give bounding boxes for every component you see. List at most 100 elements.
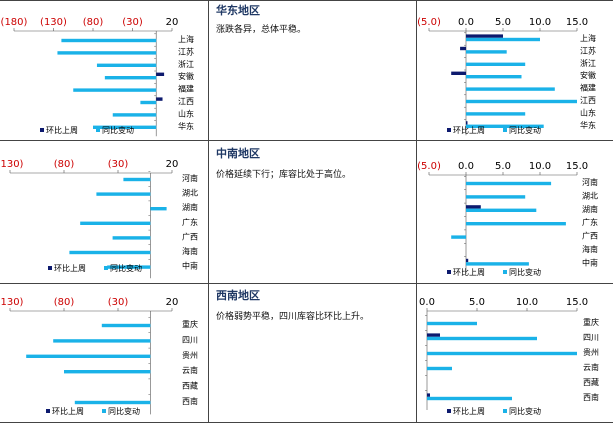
legend-label-yoy: 同比变动 (509, 406, 541, 416)
bar-wow (466, 121, 468, 125)
bar-wow (466, 34, 503, 38)
x-tick-label: 15.0 (566, 17, 588, 28)
category-label: 安徽 (178, 71, 194, 81)
bar-yoy (466, 62, 526, 66)
category-label: 广西 (582, 231, 598, 241)
legend-label-wow: 环比上周 (54, 263, 86, 273)
category-label: 湖北 (582, 191, 598, 200)
legend-label-yoy: 同比变动 (108, 406, 140, 416)
legend-swatch-wow (40, 128, 44, 132)
category-label: 广东 (182, 217, 198, 227)
category-label: 河南 (182, 173, 198, 183)
legend-swatch-yoy (104, 266, 108, 270)
category-label: 江西 (178, 97, 194, 106)
chart-southwest-storage: 0.0 5.0 10.0 15.0 重庆 四川 贵州 云南 西藏 西南 环比上周 同比变动 (417, 284, 613, 423)
category-label: 华东 (178, 121, 194, 131)
bar-yoy (466, 99, 577, 104)
bar-yoy (150, 207, 167, 211)
bar-wow (466, 258, 469, 263)
category-label: 福建 (178, 84, 194, 94)
bar-yoy (112, 236, 151, 240)
category-label: 西藏 (182, 381, 198, 391)
bar-yoy (466, 208, 537, 212)
bar-yoy (140, 100, 157, 105)
legend-swatch-wow (46, 409, 50, 413)
legend-label-wow: 环比上周 (453, 267, 485, 277)
legend-swatch-yoy (503, 409, 507, 413)
x-tick-label: (80) (54, 159, 75, 170)
x-tick-label: 20 (166, 297, 179, 308)
category-label: 四川 (583, 333, 599, 342)
category-label: 河南 (582, 177, 598, 187)
category-label: 华东 (580, 120, 596, 130)
bar-yoy (466, 181, 552, 186)
bar-yoy (427, 366, 452, 371)
category-label: 江西 (580, 96, 596, 105)
bar-yoy (123, 177, 151, 182)
x-tick-label: 0.0 (458, 161, 474, 172)
bar-yoy (73, 88, 157, 92)
category-label: 上海 (178, 34, 194, 44)
category-label: 湖南 (182, 202, 198, 212)
bar-yoy (80, 221, 151, 225)
bar-yoy (112, 113, 157, 117)
category-label: 海南 (582, 244, 598, 254)
legend-swatch-wow (447, 270, 451, 274)
legend-swatch-yoy (503, 270, 507, 274)
bar-yoy (427, 321, 477, 326)
bar-wow (427, 333, 440, 337)
category-label: 中南 (582, 257, 598, 267)
category-label: 西藏 (583, 377, 599, 387)
bar-yoy (93, 125, 157, 129)
bar-yoy (427, 351, 577, 356)
legend-swatch-wow (447, 128, 451, 132)
bar-wow (460, 46, 466, 51)
category-label: 中南 (182, 261, 198, 271)
x-tick-label: 0.0 (458, 17, 474, 28)
category-label: 湖南 (582, 204, 598, 214)
category-label: 海南 (182, 246, 198, 256)
category-label: 广西 (182, 231, 198, 241)
bar-yoy (104, 76, 157, 80)
x-tick-label: (30) (108, 297, 129, 308)
category-label: 山东 (178, 108, 194, 118)
category-label: 福建 (580, 83, 596, 93)
bar-yoy (466, 195, 526, 199)
x-tick-label: (130) (0, 297, 24, 308)
category-label: 贵州 (182, 350, 198, 360)
category-label: 江苏 (178, 46, 194, 56)
x-tick-label: (130) (0, 159, 24, 170)
x-tick-label: 5.0 (495, 161, 511, 172)
x-tick-label: (130) (40, 17, 67, 28)
bar-wow (451, 71, 466, 75)
bar-yoy (466, 37, 540, 42)
bar-yoy (69, 250, 151, 255)
x-tick-label: 15.0 (566, 161, 588, 172)
bar-yoy (57, 51, 157, 55)
region-note-east: 涨跌各异，总体平稳。 (216, 25, 307, 35)
x-tick-label: (5.0) (417, 161, 441, 172)
region-title-east: 华东地区 (216, 4, 260, 17)
x-tick-label: 10.0 (529, 161, 551, 172)
x-tick-label: (180) (1, 17, 28, 28)
x-tick-label: (30) (122, 17, 143, 28)
x-tick-label: 20 (166, 159, 179, 170)
legend-swatch-wow (48, 266, 52, 270)
bar-yoy (427, 396, 512, 401)
legend-swatch-yoy (503, 128, 507, 132)
category-label: 四川 (182, 335, 198, 344)
bar-wow (427, 393, 430, 397)
legend-swatch-yoy (102, 409, 106, 413)
category-label: 安徽 (580, 70, 596, 80)
x-tick-label: (80) (54, 297, 75, 308)
chart-east-price: (180) (130) (80) (30) 20 上海 江苏 浙江 安徽 福建 江西 山东 华东 环比上周… (0, 0, 208, 140)
bar-yoy (466, 50, 507, 54)
bar-wow (156, 97, 163, 101)
bar-yoy (466, 75, 522, 79)
bar-yoy (427, 336, 537, 341)
x-tick-label: 15.0 (566, 297, 588, 308)
x-tick-label: (5.0) (417, 17, 441, 28)
x-tick-label: 10.0 (529, 17, 551, 28)
